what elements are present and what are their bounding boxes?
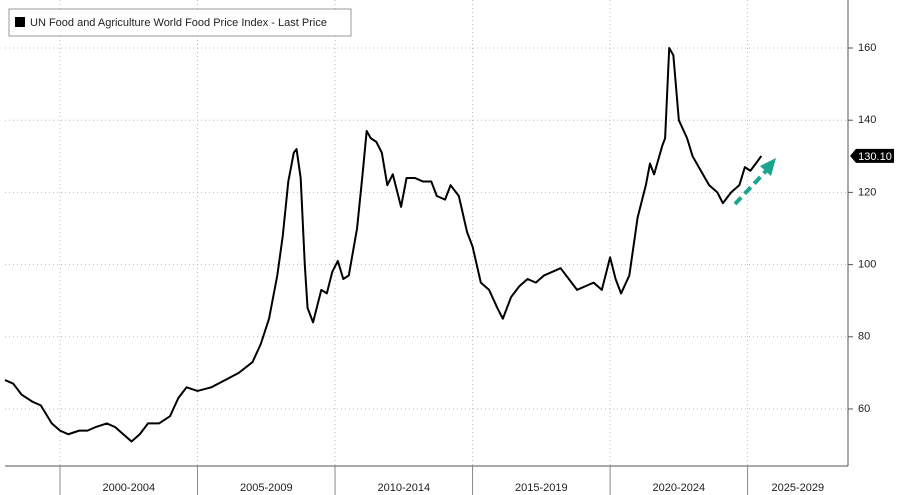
trend-arrow bbox=[733, 158, 776, 206]
y-tick-label: 160 bbox=[858, 42, 876, 54]
x-period-label: 2025-2029 bbox=[772, 482, 825, 494]
y-tick-label: 60 bbox=[858, 403, 870, 415]
arrow-head bbox=[760, 158, 776, 176]
legend-label: UN Food and Agriculture World Food Price… bbox=[30, 17, 327, 29]
x-period-label: 2020-2024 bbox=[653, 482, 706, 494]
legend: UN Food and Agriculture World Food Price… bbox=[8, 8, 352, 37]
last-price-label: 130.10 bbox=[858, 151, 892, 163]
arrow-shaft bbox=[733, 169, 768, 206]
legend-box bbox=[8, 8, 352, 37]
x-period-label: 2010-2014 bbox=[378, 482, 431, 494]
x-period-label: 2015-2019 bbox=[515, 482, 568, 494]
last-price-tag bbox=[850, 148, 894, 163]
legend-swatch bbox=[15, 17, 25, 27]
y-tick-label: 140 bbox=[858, 114, 876, 126]
y-tick-label: 100 bbox=[858, 258, 876, 270]
series-line bbox=[4, 47, 763, 443]
x-period-label: 2000-2004 bbox=[102, 482, 155, 494]
x-period-label: 2005-2009 bbox=[240, 482, 293, 494]
y-tick-label: 120 bbox=[858, 186, 876, 198]
y-tick-label: 80 bbox=[858, 331, 870, 343]
